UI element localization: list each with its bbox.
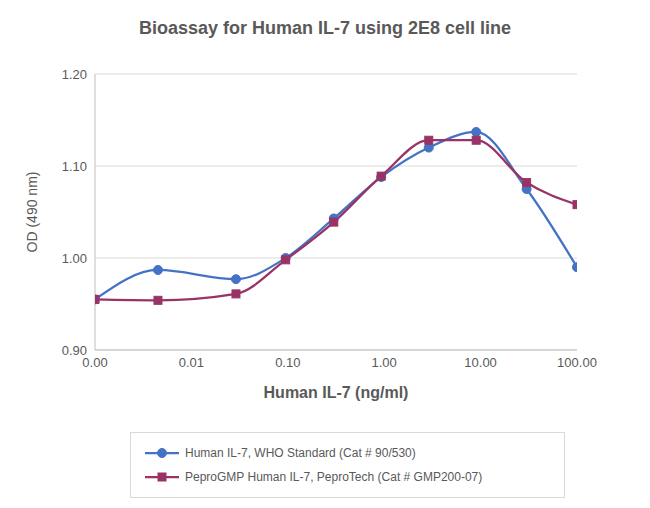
svg-text:1.00: 1.00 <box>372 355 397 370</box>
svg-text:10.00: 10.00 <box>464 355 497 370</box>
svg-text:100.00: 100.00 <box>557 355 597 370</box>
svg-text:0.10: 0.10 <box>275 355 300 370</box>
svg-text:0.00: 0.00 <box>82 355 108 371</box>
svg-text:OD (490 nm): OD (490 nm) <box>24 172 40 253</box>
html-text:Bioassay for Human IL-7 using: Bioassay for Human IL-7 using 2E8 cell l… <box>138 18 512 38</box>
svg-text:1.00: 1.00 <box>62 251 87 266</box>
html-text:PeproGMP Human IL-7, PeproTech: PeproGMP Human IL-7, PeproTech (Cat # GM… <box>185 470 483 484</box>
svg-text:1.20: 1.20 <box>62 67 87 82</box>
svg-text:0.90: 0.90 <box>62 343 87 358</box>
svg-text:1.10: 1.10 <box>62 159 87 174</box>
svg-text:Human IL-7 (ng/ml): Human IL-7 (ng/ml) <box>264 384 409 401</box>
svg-text:0.01: 0.01 <box>179 355 204 370</box>
html-text:Human IL-7, WHO Standard (Cat: Human IL-7, WHO Standard (Cat # 90/530) <box>185 446 416 460</box>
